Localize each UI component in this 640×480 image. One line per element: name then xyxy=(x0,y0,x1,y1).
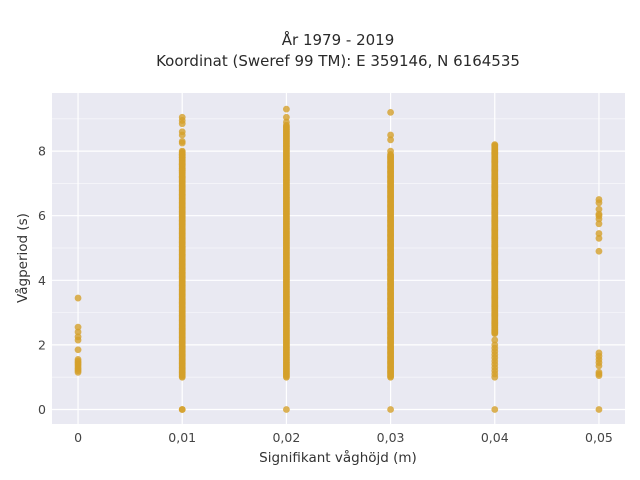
data-point xyxy=(178,173,186,181)
data-point xyxy=(178,120,186,128)
data-point xyxy=(595,372,603,379)
data-point xyxy=(387,108,394,116)
data-point xyxy=(491,336,499,344)
data-point xyxy=(178,406,186,413)
plot-area xyxy=(52,93,625,424)
data-point xyxy=(595,230,603,237)
data-point xyxy=(387,406,394,413)
data-point xyxy=(387,131,394,139)
chart-subtitle: Koordinat (Sweref 99 TM): E 359146, N 61… xyxy=(156,52,520,70)
data-point xyxy=(595,220,603,228)
data-point xyxy=(283,118,290,126)
data-point xyxy=(283,105,290,113)
data-point xyxy=(178,139,186,147)
data-point xyxy=(74,294,82,302)
data-point xyxy=(178,154,186,161)
data-point xyxy=(74,323,82,331)
data-point xyxy=(595,205,603,213)
x-tick-label: 0,04 xyxy=(481,430,509,445)
data-point xyxy=(595,362,603,370)
data-point xyxy=(595,247,603,255)
x-tick-label: 0,05 xyxy=(585,430,613,445)
x-tick-label: 0 xyxy=(74,430,82,445)
x-axis-label: Signifikant våghöjd (m) xyxy=(259,449,417,466)
y-tick-label: 0 xyxy=(38,402,46,417)
data-point xyxy=(491,406,499,413)
data-point xyxy=(387,136,394,144)
data-point xyxy=(491,373,499,381)
y-tick-label: 6 xyxy=(38,208,46,223)
data-point xyxy=(595,199,603,207)
data-point xyxy=(74,368,82,376)
data-point xyxy=(595,215,603,223)
data-points xyxy=(74,105,603,413)
data-point xyxy=(178,167,186,174)
chart-title: År 1979 - 2019 xyxy=(282,30,395,49)
data-point xyxy=(178,160,186,168)
y-tick-labels: 0 2 4 6 8 xyxy=(38,144,46,417)
data-point xyxy=(595,234,603,242)
data-point xyxy=(74,346,82,354)
data-point xyxy=(283,406,290,413)
x-tick-label: 0,02 xyxy=(272,430,300,445)
y-tick-label: 8 xyxy=(38,144,46,159)
y-tick-label: 4 xyxy=(38,273,46,288)
data-point xyxy=(387,147,394,155)
data-point xyxy=(74,336,82,344)
y-axis-label: Vågperiod (s) xyxy=(14,213,31,303)
data-point xyxy=(283,113,290,121)
data-point xyxy=(491,141,499,149)
data-point xyxy=(178,131,186,139)
data-point xyxy=(595,406,603,413)
x-tick-label: 0,01 xyxy=(168,430,196,445)
data-point xyxy=(74,328,82,336)
y-tick-label: 2 xyxy=(38,337,46,352)
x-tick-label: 0,03 xyxy=(377,430,405,445)
x-tick-labels: 0 0,01 0,02 0,03 0,04 0,05 xyxy=(74,430,613,445)
